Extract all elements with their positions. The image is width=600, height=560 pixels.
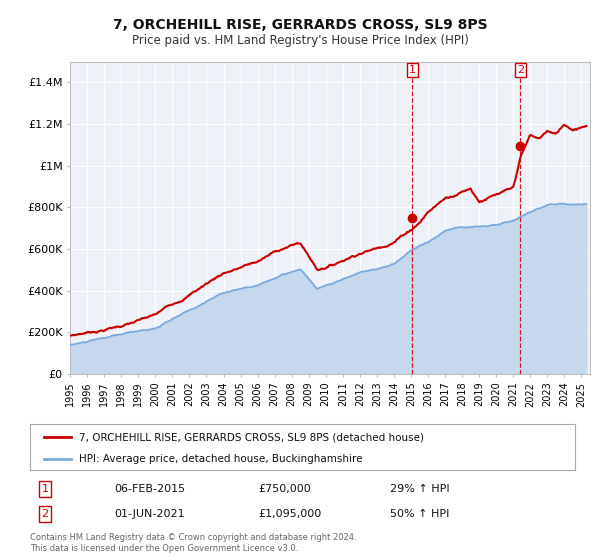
Text: 01-JUN-2021: 01-JUN-2021 xyxy=(114,509,185,519)
Text: Contains HM Land Registry data © Crown copyright and database right 2024.: Contains HM Land Registry data © Crown c… xyxy=(30,533,356,542)
Text: Price paid vs. HM Land Registry's House Price Index (HPI): Price paid vs. HM Land Registry's House … xyxy=(131,34,469,46)
Text: 7, ORCHEHILL RISE, GERRARDS CROSS, SL9 8PS (detached house): 7, ORCHEHILL RISE, GERRARDS CROSS, SL9 8… xyxy=(79,432,424,442)
Text: 1: 1 xyxy=(409,65,416,74)
Text: £1,095,000: £1,095,000 xyxy=(258,509,321,519)
Text: £750,000: £750,000 xyxy=(258,484,311,494)
Text: 29% ↑ HPI: 29% ↑ HPI xyxy=(390,484,449,494)
Text: 2: 2 xyxy=(41,509,49,519)
Text: 50% ↑ HPI: 50% ↑ HPI xyxy=(390,509,449,519)
Text: 7, ORCHEHILL RISE, GERRARDS CROSS, SL9 8PS: 7, ORCHEHILL RISE, GERRARDS CROSS, SL9 8… xyxy=(113,18,487,32)
Text: HPI: Average price, detached house, Buckinghamshire: HPI: Average price, detached house, Buck… xyxy=(79,454,362,464)
Text: 2: 2 xyxy=(517,65,524,74)
Text: 06-FEB-2015: 06-FEB-2015 xyxy=(114,484,185,494)
Text: This data is licensed under the Open Government Licence v3.0.: This data is licensed under the Open Gov… xyxy=(30,544,298,553)
Text: 1: 1 xyxy=(41,484,49,494)
